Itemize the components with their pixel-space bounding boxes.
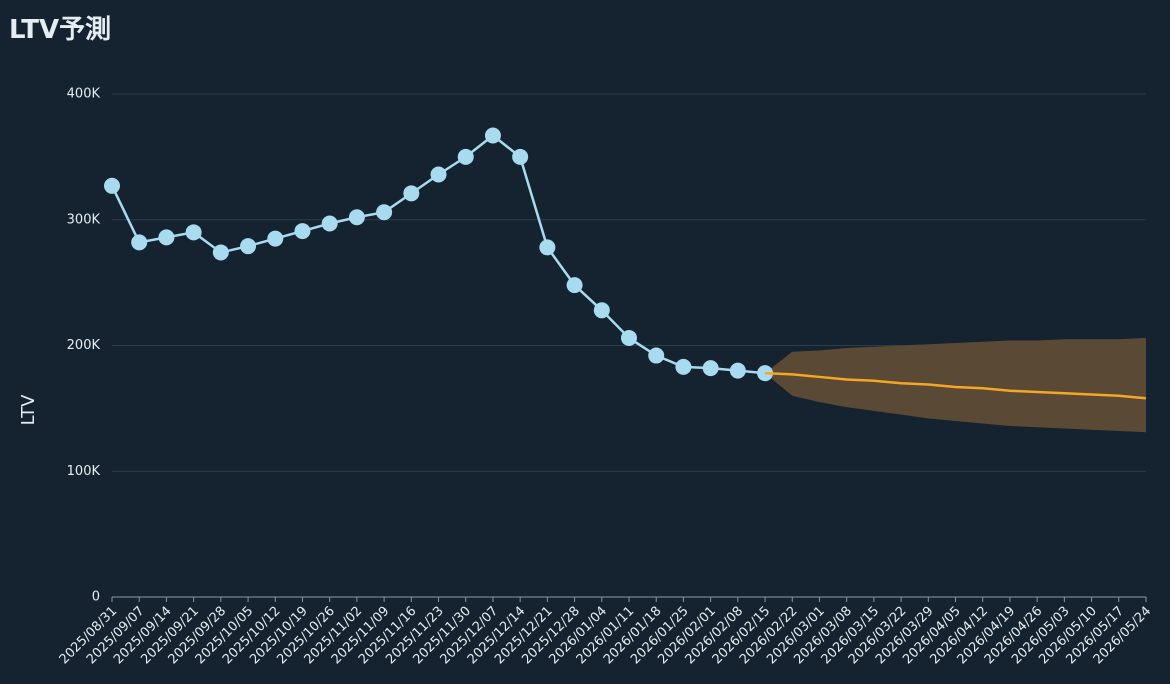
chart-title: LTV予測 [9,15,111,45]
data-point [267,230,284,247]
data-point [512,148,529,165]
data-point [648,347,665,364]
y-tick-label: 300K [67,212,101,227]
data-point [185,224,202,241]
data-point [457,148,474,165]
data-point [212,244,229,261]
y-tick-label: 400K [67,87,101,102]
data-point [566,277,583,294]
data-point [702,360,719,377]
data-point [321,215,338,232]
y-tick-label: 100K [67,464,101,479]
y-tick-label: 0 [92,590,100,605]
data-point [675,358,692,375]
data-point [621,329,637,346]
data-point [729,362,746,379]
data-point [131,234,148,251]
data-point [104,177,120,194]
confidence-band [765,337,1146,433]
data-point [593,302,610,319]
data-point [539,239,556,256]
y-axis-label: LTV [18,394,39,426]
data-point [376,204,393,221]
data-point [158,229,175,246]
data-point [484,127,501,144]
data-point [240,238,257,255]
data-point [348,209,365,226]
data-point [430,166,447,183]
series-line [764,371,1147,400]
y-tick-label: 200K [67,338,101,353]
data-point [403,185,420,202]
data-point [294,223,311,240]
